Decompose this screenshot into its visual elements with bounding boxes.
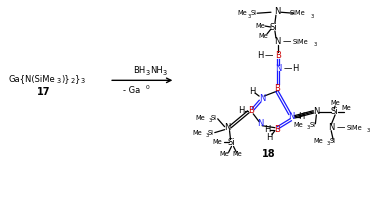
Text: 3: 3	[311, 14, 314, 19]
Text: H: H	[266, 133, 272, 142]
Text: B: B	[248, 106, 254, 115]
Text: Me: Me	[294, 122, 303, 128]
Text: N: N	[224, 123, 231, 132]
Text: Ga{N(SiMe: Ga{N(SiMe	[9, 74, 55, 83]
Text: )}: )}	[61, 74, 69, 83]
Text: BH: BH	[133, 66, 145, 75]
Text: 3: 3	[314, 42, 317, 47]
Text: B: B	[275, 51, 281, 60]
Text: Me: Me	[195, 115, 205, 121]
Text: 3: 3	[208, 118, 211, 123]
Text: 17: 17	[37, 87, 51, 97]
Text: Me: Me	[232, 151, 242, 157]
Text: - Ga: - Ga	[123, 86, 140, 95]
Text: Me: Me	[330, 100, 340, 106]
Text: SiMe: SiMe	[293, 39, 309, 45]
Text: Me: Me	[238, 10, 247, 16]
Text: Si: Si	[330, 107, 338, 116]
Text: 0: 0	[146, 85, 149, 90]
Text: Me: Me	[213, 140, 223, 145]
Text: —: —	[283, 64, 292, 73]
Text: N: N	[328, 123, 334, 132]
Text: Me: Me	[255, 23, 265, 29]
Text: Si: Si	[250, 10, 256, 16]
Text: Me: Me	[220, 151, 229, 157]
Text: N: N	[274, 37, 280, 46]
Text: —: —	[283, 37, 291, 46]
Text: N: N	[313, 107, 319, 116]
Text: 18: 18	[262, 149, 276, 159]
Text: Si: Si	[329, 137, 335, 144]
Text: 3: 3	[57, 78, 61, 84]
Text: Si: Si	[228, 138, 235, 147]
Text: SiMe: SiMe	[347, 125, 363, 131]
Text: Me: Me	[314, 137, 323, 144]
Text: —: —	[337, 123, 345, 132]
Text: B: B	[274, 84, 280, 93]
Text: Me: Me	[192, 130, 202, 136]
Text: H: H	[238, 106, 245, 115]
Text: SiMe: SiMe	[290, 10, 305, 16]
Text: N: N	[275, 64, 281, 73]
Text: 3: 3	[248, 14, 251, 19]
Text: Me: Me	[341, 105, 351, 111]
Text: 3: 3	[81, 78, 85, 84]
Text: Si: Si	[208, 130, 214, 136]
Text: Si: Si	[309, 122, 316, 128]
Text: B: B	[274, 125, 280, 134]
Text: —: —	[265, 51, 273, 60]
Text: N: N	[259, 94, 265, 103]
Text: 3: 3	[307, 125, 310, 130]
Text: 3: 3	[327, 141, 330, 146]
Text: H: H	[257, 51, 263, 60]
Text: H: H	[264, 125, 270, 134]
Text: N: N	[274, 7, 280, 16]
Text: N: N	[289, 112, 295, 121]
Text: H: H	[249, 87, 256, 96]
Text: H: H	[298, 112, 305, 121]
Text: 2: 2	[71, 78, 75, 84]
Text: Si: Si	[269, 22, 277, 32]
Text: NH: NH	[150, 66, 162, 75]
Text: 3: 3	[146, 71, 150, 76]
Text: 3: 3	[367, 128, 370, 133]
Text: H: H	[292, 64, 299, 73]
Text: 3: 3	[205, 133, 209, 138]
Text: 3: 3	[162, 71, 167, 76]
Text: N: N	[257, 119, 263, 128]
Text: Si: Si	[211, 115, 217, 121]
Text: }: }	[74, 74, 80, 83]
Text: Me: Me	[258, 33, 268, 39]
